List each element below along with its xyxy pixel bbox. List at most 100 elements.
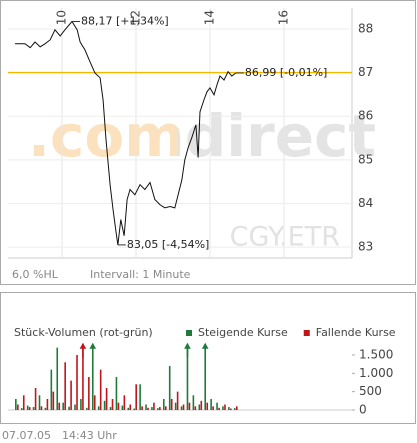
volume-bar: [121, 405, 124, 410]
y-tick-label: 86: [358, 109, 373, 123]
volume-bar: [170, 398, 173, 410]
volume-bar: [188, 402, 191, 410]
volume-bar: [76, 354, 78, 410]
legend-label: Steigende Kurse: [198, 326, 288, 339]
price-panel: [0, 0, 416, 285]
volume-bar: [56, 347, 59, 410]
volume-bar: [93, 395, 96, 410]
volume-bar: [133, 408, 135, 410]
volume-bar: [15, 398, 17, 410]
volume-bar: [206, 402, 209, 410]
scale-note: 6,0 %HL: [12, 268, 59, 281]
volume-panel: [0, 292, 416, 424]
volume-bar: [26, 405, 29, 410]
volume-bar: [127, 407, 130, 410]
volume-bar: [194, 406, 197, 410]
x-tick-label: 14: [202, 10, 216, 25]
volume-bar: [157, 408, 159, 410]
volume-bar: [176, 391, 179, 410]
annotation: 83,05 [-4,54%]: [127, 238, 209, 251]
volume-bar: [58, 402, 61, 410]
y-tick-label: 83: [358, 240, 373, 254]
volume-bar: [216, 402, 218, 410]
volume-bar: [168, 365, 171, 410]
volume-bar: [218, 407, 220, 410]
volume-bar: [151, 407, 153, 410]
volume-bar: [230, 408, 232, 410]
annotation: 86,99 [-0,01%]: [245, 66, 327, 79]
volume-bar: [22, 395, 25, 410]
volume-bar: [200, 400, 203, 410]
volume-bar: [50, 369, 53, 410]
overflow-arrow-head: [89, 342, 97, 349]
volume-bar: [70, 380, 72, 410]
annotation: 88,17 [+1,34%]: [81, 15, 169, 28]
volume-bar: [80, 398, 82, 410]
volume-bar: [123, 395, 126, 410]
volume-bar: [86, 407, 88, 410]
volume-bar: [192, 395, 195, 410]
volume-bar: [117, 402, 120, 410]
volume-bar: [74, 404, 76, 410]
volume-bar: [68, 406, 70, 410]
volume-bar: [204, 345, 207, 410]
volume-bar: [40, 406, 43, 410]
y-tick-label: 500: [359, 384, 382, 398]
y-tick-label: 85: [358, 152, 373, 166]
volume-bar: [236, 406, 238, 410]
volume-bar: [153, 402, 155, 410]
footer-time: 14:43 Uhr: [62, 429, 117, 442]
overflow-arrow-head: [184, 342, 191, 349]
legend-marker: [303, 330, 310, 336]
volume-bar: [28, 407, 31, 410]
y-tick-label: 1.500: [359, 347, 393, 361]
volume-bar: [212, 406, 214, 410]
symbol: CGY.ETR: [230, 222, 340, 253]
volume-bar: [135, 384, 137, 410]
volume-bar: [162, 398, 165, 410]
volume-bar: [139, 384, 141, 410]
volume-bar: [20, 408, 23, 410]
y-tick-label: 84: [358, 196, 373, 210]
overflow-arrow-head: [201, 342, 209, 349]
footer-date: 07.07.05: [2, 429, 51, 442]
volume-bar: [182, 404, 185, 410]
y-tick-label: 88: [358, 21, 373, 35]
x-tick-label: 12: [128, 10, 142, 25]
volume-bar: [64, 362, 66, 410]
y-tick-label: 1.000: [359, 366, 393, 380]
volume-bar: [97, 406, 100, 410]
y-tick-label: 87: [358, 65, 373, 79]
volume-bar: [17, 404, 19, 410]
legend-marker: [186, 330, 192, 336]
volume-bar: [32, 407, 35, 410]
volume-bar: [224, 404, 226, 410]
volume-bar: [44, 407, 47, 410]
volume-bar: [99, 369, 102, 410]
overflow-arrow-head: [79, 342, 87, 349]
x-tick-label: 16: [276, 10, 290, 25]
volume-bar: [222, 406, 224, 410]
volume-bar: [198, 404, 201, 410]
y-tick-label: 0: [359, 403, 367, 417]
volume-bar: [174, 402, 177, 410]
volume-bar: [210, 398, 212, 410]
volume-bar: [147, 407, 149, 410]
volume-bar: [111, 398, 114, 410]
volume-title: Stück-Volumen (rot-grün): [14, 326, 153, 339]
volume-bar: [180, 406, 183, 410]
x-tick-label: 10: [55, 10, 69, 25]
volume-bar: [103, 400, 106, 410]
watermark: .comdirect: [28, 102, 376, 170]
price-line: [15, 20, 237, 245]
volume-bar: [109, 407, 112, 410]
interval: Intervall: 1 Minute: [90, 268, 191, 281]
price-chart: .comdirect CGY.ETR 10 12 14 16 83 84 85 86 87 88 88,…: [8, 8, 376, 281]
volume-bar: [145, 404, 147, 410]
volume-bar: [46, 398, 49, 410]
volume-bar: [91, 345, 94, 410]
volume-bar: [159, 407, 161, 410]
volume-bar: [228, 407, 230, 410]
volume-bar: [105, 387, 108, 410]
